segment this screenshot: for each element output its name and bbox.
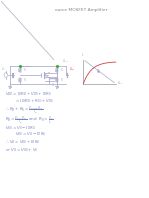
Text: $= I_D(R_D + R_S) + V_{DS}$: $= I_D(R_D + R_S) + V_{DS}$ <box>15 97 55 105</box>
Text: $R_D = \frac{V_{DD} \cdot V_D}{I_D}$  and  $R_S = \frac{V_S}{I_D}$: $R_D = \frac{V_{DD} \cdot V_D}{I_D}$ and… <box>5 115 53 127</box>
Text: $V_{DS}$: $V_{DS}$ <box>117 80 123 88</box>
Text: $R_S$: $R_S$ <box>60 76 65 84</box>
Text: $\therefore V_G = V_{GS} + I_D R_S$: $\therefore V_G = V_{GS} + I_D R_S$ <box>5 138 41 146</box>
Text: $or\ V_G = V_{GS} + V_S$: $or\ V_G = V_{GS} + V_S$ <box>5 146 38 154</box>
Text: $R_2$: $R_2$ <box>23 76 28 84</box>
Text: ource MOSFET Amplifier: ource MOSFET Amplifier <box>55 8 108 11</box>
Text: $R_1$: $R_1$ <box>23 66 28 74</box>
Text: $V_{GS} = V_G - I_D R_S$: $V_{GS} = V_G - I_D R_S$ <box>15 130 47 138</box>
Text: $V_{SS} = V_S - I_D R_S$: $V_{SS} = V_S - I_D R_S$ <box>5 124 36 132</box>
Text: $C_S$: $C_S$ <box>51 81 56 89</box>
Text: $V_{DD} = I_D R_D + V_{DS} + I_D R_S$: $V_{DD} = I_D R_D + V_{DS} + I_D R_S$ <box>5 90 52 98</box>
Text: $V_{in}$: $V_{in}$ <box>1 66 6 73</box>
Text: $V_{DD}$: $V_{DD}$ <box>62 57 69 65</box>
Text: $R_D$: $R_D$ <box>60 66 65 74</box>
Text: $I_D$: $I_D$ <box>81 51 85 59</box>
Text: Q: Q <box>97 69 99 70</box>
Text: $V_{out}$: $V_{out}$ <box>69 66 75 73</box>
Text: $\therefore R_D + R_S = \frac{V_{DD} - V_{DS}}{I_D}$: $\therefore R_D + R_S = \frac{V_{DD} - V… <box>5 105 44 117</box>
